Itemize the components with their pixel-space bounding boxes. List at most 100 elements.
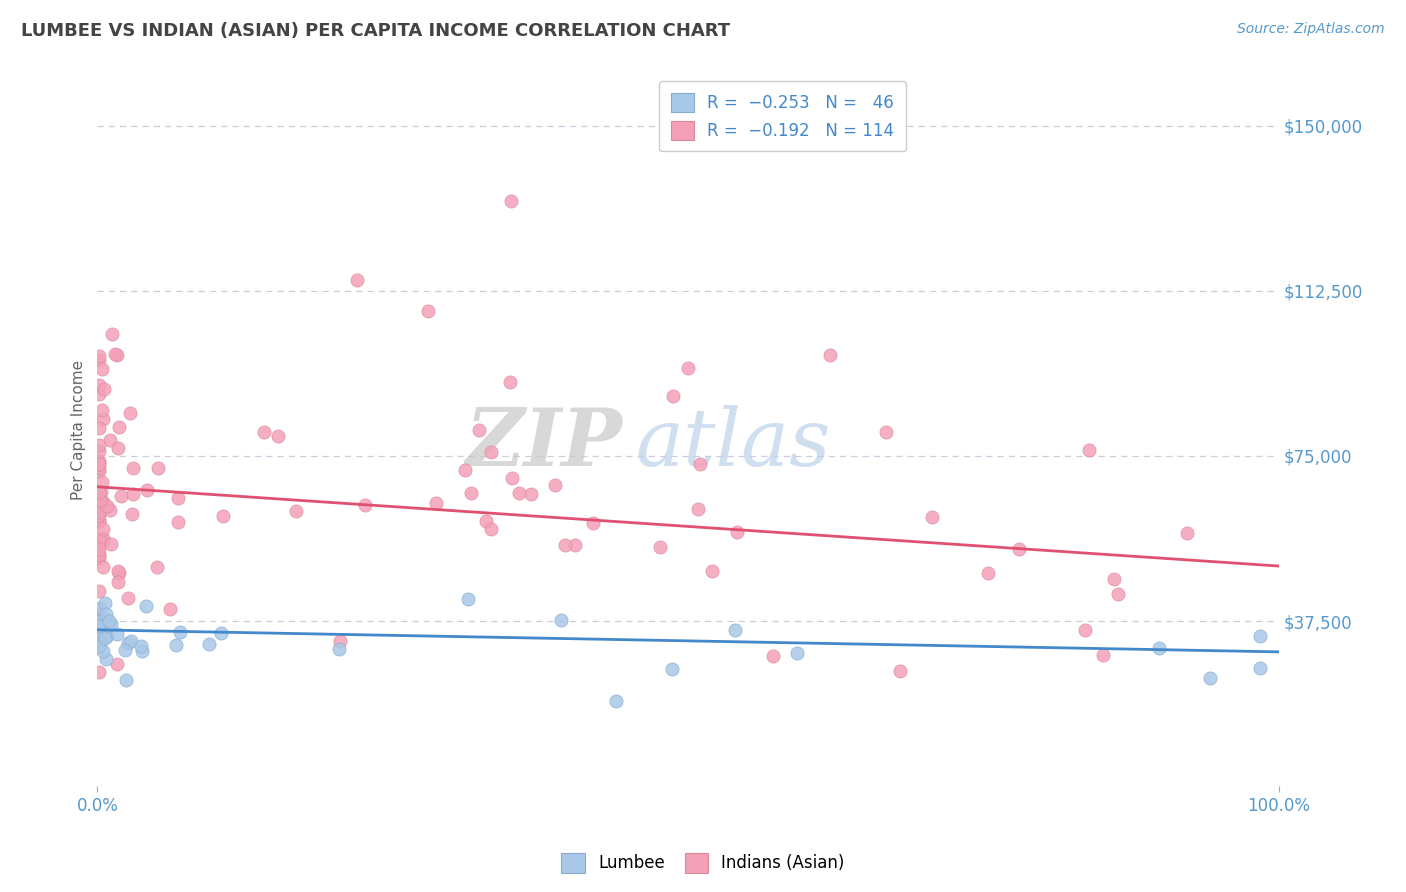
Point — [285, 504, 308, 518]
Point — [786, 646, 808, 660]
Point — [110, 489, 132, 503]
Point — [91, 560, 114, 574]
Point — [129, 639, 152, 653]
Point — [921, 510, 943, 524]
Point — [454, 462, 477, 476]
Point — [121, 507, 143, 521]
Point — [135, 483, 157, 498]
Point — [725, 524, 748, 539]
Point — [550, 614, 572, 628]
Point — [91, 534, 114, 549]
Point — [93, 612, 115, 626]
Point — [94, 631, 117, 645]
Point — [96, 629, 118, 643]
Point — [1102, 572, 1125, 586]
Point — [87, 613, 110, 627]
Point — [108, 566, 131, 580]
Point — [87, 636, 110, 650]
Point — [87, 607, 110, 621]
Point — [662, 389, 685, 403]
Point — [107, 564, 129, 578]
Point — [93, 596, 115, 610]
Point — [762, 648, 785, 663]
Point — [209, 625, 232, 640]
Point — [87, 540, 110, 554]
Point — [87, 628, 110, 642]
Point — [1177, 526, 1199, 541]
Point — [267, 429, 290, 443]
Point — [121, 487, 143, 501]
Point — [688, 502, 710, 516]
Point — [1074, 624, 1097, 638]
Point — [875, 425, 897, 439]
Point — [676, 360, 699, 375]
Point — [87, 492, 110, 507]
Point — [87, 630, 110, 644]
Point — [91, 626, 114, 640]
Point — [1078, 442, 1101, 457]
Point — [479, 444, 502, 458]
Point — [96, 499, 118, 513]
Point — [87, 484, 110, 499]
Point — [117, 591, 139, 606]
Point — [87, 514, 110, 528]
Point — [87, 453, 110, 467]
Point — [1008, 542, 1031, 557]
Point — [165, 638, 187, 652]
Point — [702, 564, 724, 578]
Point — [211, 508, 233, 523]
Point — [416, 303, 439, 318]
Point — [499, 376, 522, 390]
Point — [100, 617, 122, 632]
Point — [499, 194, 522, 208]
Legend: Lumbee, Indians (Asian): Lumbee, Indians (Asian) — [554, 847, 852, 880]
Point — [87, 485, 110, 500]
Point — [98, 614, 121, 628]
Point — [91, 495, 114, 509]
Point — [87, 632, 110, 646]
Point — [89, 503, 111, 517]
Point — [554, 538, 576, 552]
Point — [131, 644, 153, 658]
Point — [1198, 671, 1220, 685]
Point — [87, 457, 110, 471]
Point — [87, 639, 110, 653]
Point — [107, 574, 129, 589]
Text: LUMBEE VS INDIAN (ASIAN) PER CAPITA INCOME CORRELATION CHART: LUMBEE VS INDIAN (ASIAN) PER CAPITA INCO… — [21, 22, 730, 40]
Point — [96, 614, 118, 628]
Point — [328, 642, 350, 657]
Point — [329, 634, 352, 648]
Point — [87, 421, 110, 435]
Point — [87, 460, 110, 475]
Point — [689, 457, 711, 471]
Point — [90, 485, 112, 500]
Point — [146, 560, 169, 574]
Point — [87, 443, 110, 458]
Point — [460, 486, 482, 500]
Point — [91, 522, 114, 536]
Point — [354, 499, 377, 513]
Point — [1249, 661, 1271, 675]
Point — [87, 378, 110, 392]
Text: Source: ZipAtlas.com: Source: ZipAtlas.com — [1237, 22, 1385, 37]
Point — [91, 475, 114, 490]
Point — [122, 461, 145, 475]
Point — [253, 425, 276, 439]
Point — [87, 487, 110, 501]
Point — [661, 662, 683, 676]
Point — [87, 387, 110, 401]
Point — [818, 348, 841, 362]
Point — [346, 273, 368, 287]
Point — [146, 461, 169, 475]
Point — [87, 505, 110, 519]
Point — [1249, 629, 1271, 643]
Point — [479, 522, 502, 536]
Point — [93, 382, 115, 396]
Point — [98, 503, 121, 517]
Point — [107, 441, 129, 455]
Point — [1092, 648, 1115, 662]
Point — [90, 402, 112, 417]
Point — [501, 471, 523, 485]
Point — [96, 651, 118, 665]
Point — [889, 664, 911, 678]
